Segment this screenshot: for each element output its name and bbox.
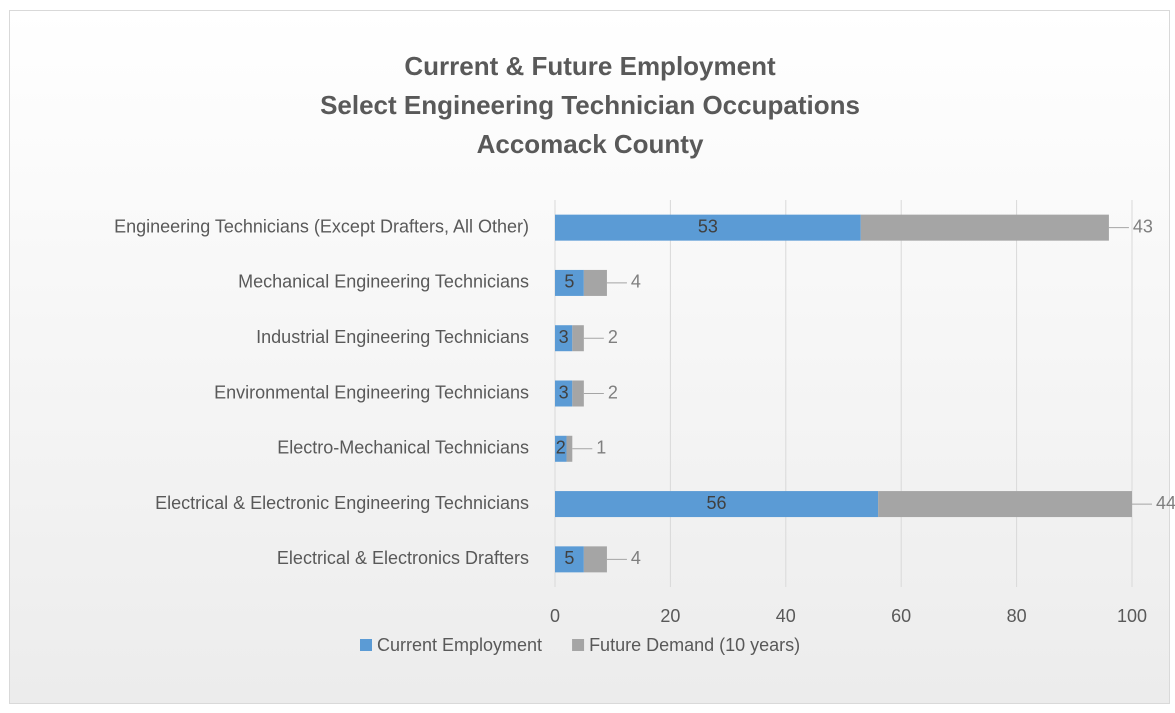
bar-segment	[555, 380, 573, 407]
bar-segment	[555, 325, 573, 352]
x-tick-label: 100	[1117, 606, 1147, 626]
legend-label: Current Employment	[377, 635, 542, 655]
data-label: 2	[556, 438, 566, 458]
y-tick-label: Engineering Technicians (Except Drafters…	[114, 216, 529, 236]
data-label: 43	[1133, 216, 1153, 236]
y-tick-label: Industrial Engineering Technicians	[256, 327, 529, 347]
x-tick-label: 0	[550, 606, 560, 626]
bar-segment	[555, 269, 584, 296]
chart-title: Select Engineering Technician Occupation…	[320, 90, 860, 120]
legend-swatch	[572, 639, 585, 651]
bar-segment	[555, 435, 567, 462]
data-label: 53	[698, 216, 718, 236]
y-tick-label: Electro-Mechanical Technicians	[277, 438, 529, 458]
chart-title: Current & Future Employment	[404, 51, 776, 81]
y-tick-label: Environmental Engineering Technicians	[214, 382, 529, 402]
bar-segment	[566, 435, 573, 462]
x-tick-label: 40	[776, 606, 796, 626]
x-tick-label: 80	[1007, 606, 1027, 626]
data-label: 3	[559, 382, 569, 402]
bar-segment	[583, 269, 607, 296]
data-label: 56	[707, 493, 727, 513]
y-tick-label: Electrical & Electronic Engineering Tech…	[155, 493, 529, 513]
chart-frame	[9, 10, 1170, 704]
data-label: 4	[631, 272, 641, 292]
bar-segment	[572, 380, 584, 407]
bar-segment	[572, 325, 584, 352]
legend-label: Future Demand (10 years)	[589, 635, 800, 655]
bar-segment	[555, 491, 879, 518]
chart-title: Accomack County	[477, 129, 704, 159]
data-label: 44	[1156, 493, 1175, 513]
x-tick-label: 20	[660, 606, 680, 626]
bar-segment	[555, 546, 584, 573]
data-label: 3	[559, 327, 569, 347]
data-label: 5	[564, 272, 574, 292]
y-tick-label: Electrical & Electronics Drafters	[277, 548, 529, 568]
data-label: 1	[596, 438, 606, 458]
data-label: 2	[608, 327, 618, 347]
y-tick-label: Mechanical Engineering Technicians	[238, 272, 529, 292]
bar-segment	[878, 491, 1132, 518]
data-label: 2	[608, 382, 618, 402]
x-tick-label: 60	[891, 606, 911, 626]
bar-segment	[555, 214, 861, 241]
data-label: 5	[564, 548, 574, 568]
legend-swatch	[360, 639, 372, 651]
data-label: 4	[631, 548, 641, 568]
bar-segment	[860, 214, 1109, 241]
bar-segment	[583, 546, 607, 573]
